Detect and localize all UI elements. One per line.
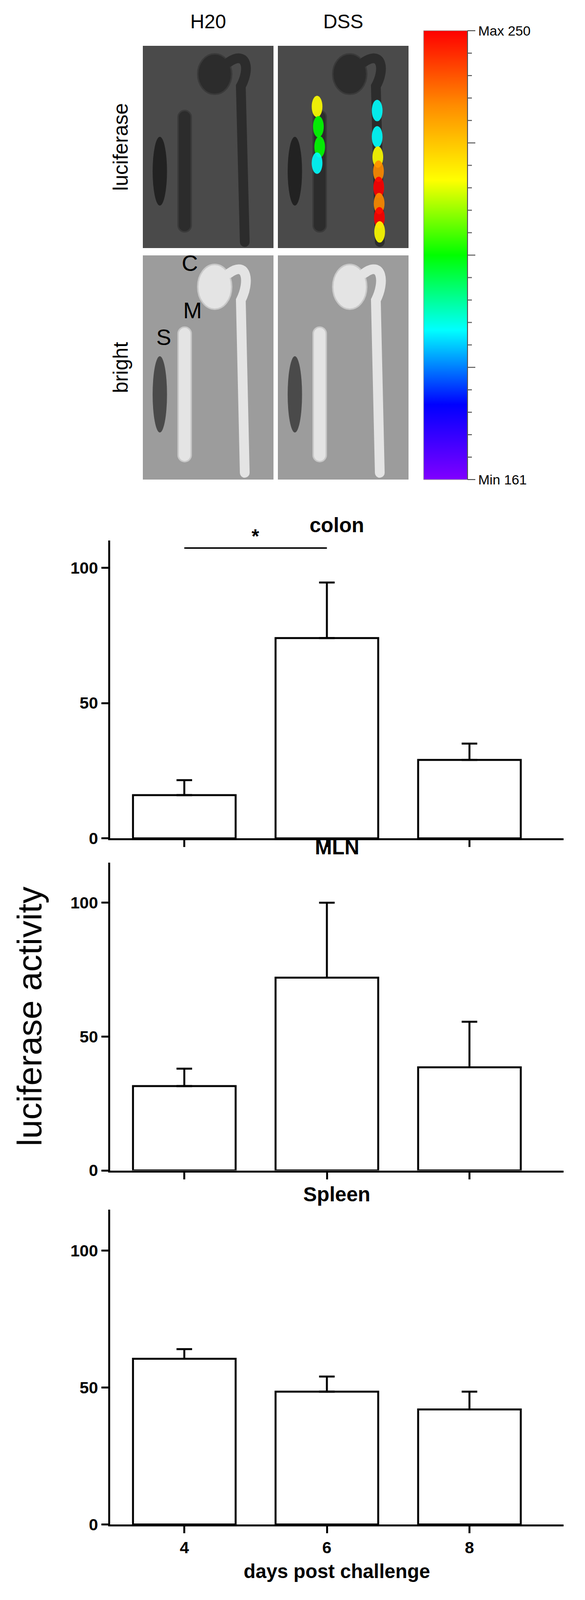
svg-text:days post challenge: days post challenge xyxy=(243,1560,430,1583)
svg-text:50: 50 xyxy=(79,1378,98,1398)
svg-text:100: 100 xyxy=(70,1241,98,1261)
svg-text:50: 50 xyxy=(79,693,98,713)
svg-text:Max 250: Max 250 xyxy=(478,23,531,39)
svg-text:S: S xyxy=(156,324,172,351)
svg-text:DSS: DSS xyxy=(323,10,364,33)
svg-text:50: 50 xyxy=(79,1027,98,1047)
svg-text:0: 0 xyxy=(88,1161,98,1180)
svg-text:*: * xyxy=(251,525,260,547)
svg-text:100: 100 xyxy=(70,893,98,913)
svg-text:M: M xyxy=(183,297,202,324)
svg-text:H20: H20 xyxy=(190,10,226,33)
svg-text:4: 4 xyxy=(179,1538,190,1558)
svg-text:luciferase activity: luciferase activity xyxy=(10,886,49,1147)
svg-text:colon: colon xyxy=(309,513,365,537)
svg-text:8: 8 xyxy=(465,1538,475,1558)
svg-text:6: 6 xyxy=(322,1538,332,1558)
svg-text:0: 0 xyxy=(88,829,98,848)
svg-text:Min 161: Min 161 xyxy=(478,472,527,488)
svg-text:MLN: MLN xyxy=(314,836,360,859)
svg-text:luciferase: luciferase xyxy=(109,103,133,192)
svg-text:bright: bright xyxy=(109,341,133,393)
svg-text:100: 100 xyxy=(70,558,98,578)
svg-text:C: C xyxy=(181,250,198,276)
svg-text:0: 0 xyxy=(88,1515,98,1535)
svg-text:Spleen: Spleen xyxy=(303,1183,371,1207)
